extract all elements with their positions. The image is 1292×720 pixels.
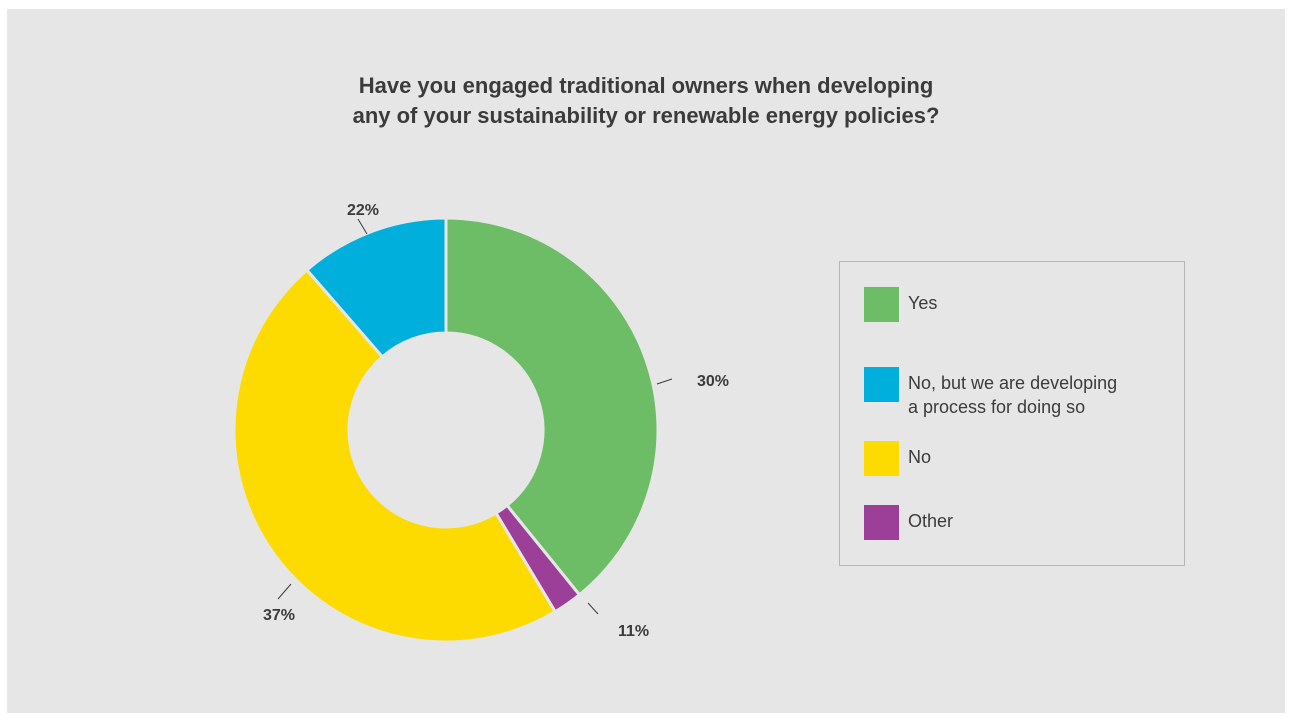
donut-slice-no bbox=[232, 267, 558, 644]
slice-label-no: 37% bbox=[263, 607, 295, 624]
legend-item-yes: Yes bbox=[864, 287, 937, 322]
legend-item-developing: No, but we are developing a process for … bbox=[864, 367, 1117, 419]
donut-slices bbox=[232, 216, 660, 644]
leader-line-yes bbox=[656, 378, 673, 385]
chart-title: Have you engaged traditional owners when… bbox=[7, 71, 1285, 131]
donut-chart: 30% 11% 37% 22% bbox=[232, 202, 729, 644]
chart-title-line-1: Have you engaged traditional owners when… bbox=[358, 73, 934, 98]
slice-value-labels: 30% 11% 37% 22% bbox=[263, 202, 729, 640]
leader-line-other bbox=[587, 602, 599, 615]
legend-label-developing: No, but we are developing a process for … bbox=[908, 373, 1118, 417]
donut-slice-yes bbox=[444, 216, 660, 597]
legend-swatch-developing bbox=[864, 367, 899, 402]
slice-label-other: 11% bbox=[618, 623, 649, 640]
slice-label-developing: 22% bbox=[347, 202, 379, 219]
leader-line-developing bbox=[357, 218, 368, 235]
legend: Yes No, but we are developing a process … bbox=[839, 261, 1185, 566]
legend-swatch-other bbox=[864, 505, 899, 540]
chart-title-line-2: any of your sustainability or renewable … bbox=[352, 103, 940, 128]
legend-label-yes: Yes bbox=[908, 293, 938, 313]
legend-label-no: No bbox=[908, 447, 932, 467]
legend-label-other: Other bbox=[908, 511, 954, 531]
legend-swatch-no bbox=[864, 441, 899, 476]
legend-swatch-yes bbox=[864, 287, 899, 322]
donut-slice-developing bbox=[304, 216, 448, 359]
slice-label-yes: 30% bbox=[697, 373, 729, 390]
legend-item-other: Other bbox=[864, 505, 953, 540]
chart-panel: Have you engaged traditional owners when… bbox=[7, 9, 1285, 713]
legend-item-no: No bbox=[864, 441, 931, 476]
slice-leader-lines bbox=[277, 218, 673, 615]
leader-line-no bbox=[277, 583, 292, 600]
